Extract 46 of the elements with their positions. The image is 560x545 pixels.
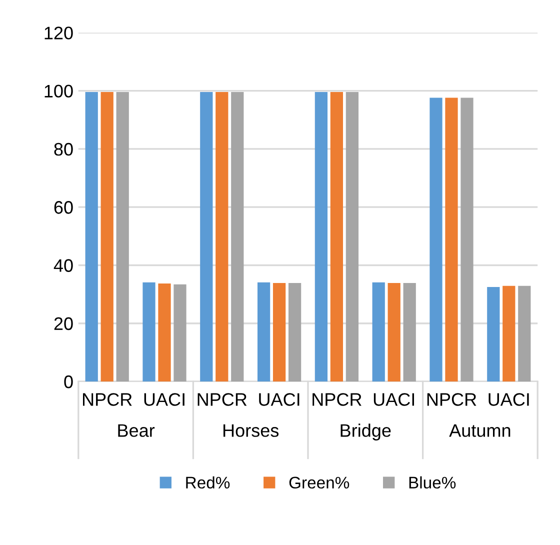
x-tick-label: UACI	[259, 393, 300, 406]
x-tick-label: UACI	[488, 393, 529, 406]
bar	[518, 286, 531, 382]
legend-label: Blue%	[409, 476, 456, 489]
x-tick-label: NPCR	[427, 393, 476, 406]
x-tick-label: NPCR	[312, 393, 362, 406]
y-tick-label: 100	[44, 84, 73, 98]
bar	[85, 92, 98, 382]
x-tick-label: UACI	[144, 393, 184, 406]
x-tick-label: NPCR	[83, 393, 132, 406]
legend-label: Red%	[186, 476, 230, 489]
text: Bridge	[340, 424, 391, 440]
y-tick-label: 80	[54, 142, 73, 156]
bar	[142, 282, 156, 382]
bar	[231, 92, 244, 382]
bar	[372, 282, 385, 382]
y-tick-label: 40	[54, 259, 73, 272]
text: Bear	[118, 424, 155, 437]
bar	[272, 282, 286, 382]
bar	[100, 92, 114, 382]
bar	[330, 92, 344, 382]
bar	[216, 92, 228, 382]
y-tick-label: 60	[54, 201, 73, 214]
bar	[346, 92, 359, 382]
bar	[460, 98, 474, 382]
y-tick-label: 0	[64, 375, 73, 388]
bar	[487, 287, 500, 382]
bar	[116, 92, 129, 382]
y-tick-label: 20	[54, 317, 73, 330]
bar	[445, 98, 458, 382]
bar	[288, 282, 302, 382]
x-tick-label: UACI	[374, 393, 414, 406]
y-tick-label: 120	[44, 26, 73, 40]
bar	[388, 282, 400, 382]
bar	[502, 286, 516, 382]
bar	[430, 98, 442, 382]
bar	[174, 284, 186, 382]
bar	[257, 282, 270, 382]
bar	[158, 284, 171, 382]
text: Autumn	[449, 424, 510, 437]
legend-label: Green%	[289, 476, 350, 489]
bar	[200, 92, 213, 382]
bar	[403, 282, 416, 382]
x-tick-label: NPCR	[198, 393, 247, 406]
bar	[314, 92, 328, 382]
text: Horses	[223, 424, 279, 437]
